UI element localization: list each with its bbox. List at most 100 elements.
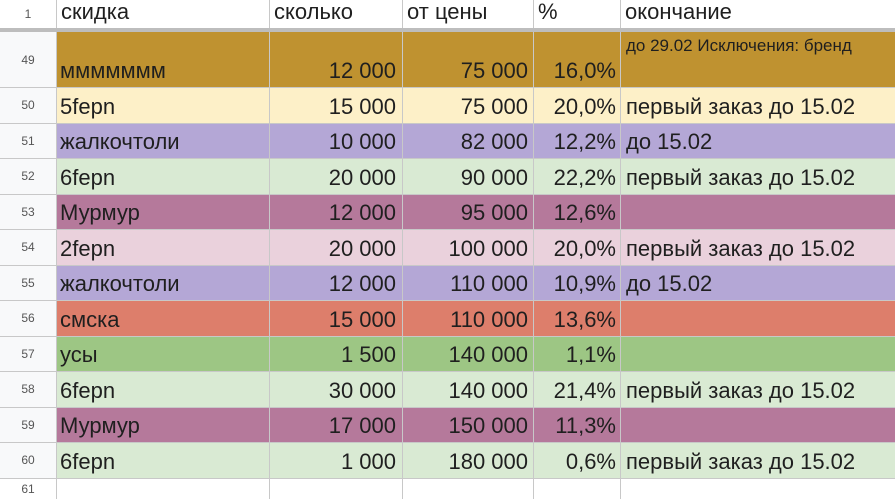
cell-name[interactable]: усы	[57, 336, 270, 371]
row-number[interactable]: 51	[0, 123, 57, 158]
cell-name[interactable]: 5fepn	[57, 88, 270, 123]
table-row: 51 жалкочтоли 10 000 82 000 12,2% до 15.02	[0, 123, 895, 159]
header-row: 1 скидка сколько от цены % окончание	[0, 0, 895, 32]
cell-qty[interactable]: 20 000	[270, 230, 403, 265]
cell-pct[interactable]: 11,3%	[534, 407, 621, 442]
cell-price[interactable]: 100 000	[403, 230, 534, 265]
cell-qty[interactable]: 15 000	[270, 88, 403, 123]
cell-end[interactable]	[621, 336, 895, 371]
row-number[interactable]: 59	[0, 407, 57, 442]
cell-price[interactable]: 90 000	[403, 159, 534, 194]
cell-name[interactable]: 6fepn	[57, 159, 270, 194]
cell-price[interactable]: 140 000	[403, 372, 534, 407]
data-rows: 49 ммммммм 12 000 75 000 16,0% до 29.02 Исклю…	[0, 32, 895, 479]
cell-pct[interactable]: 21,4%	[534, 372, 621, 407]
cell-end[interactable]: до 15.02	[621, 265, 895, 300]
table-row: 59 Мурмур 17 000 150 000 11,3%	[0, 407, 895, 443]
cell-pct[interactable]: 16,0%	[534, 32, 621, 87]
cell-price[interactable]: 150 000	[403, 407, 534, 442]
row-number[interactable]: 58	[0, 372, 57, 407]
table-row: 58 6fepn 30 000 140 000 21,4% первый заказ до…	[0, 372, 895, 408]
cell-qty[interactable]: 1 000	[270, 443, 403, 478]
row-number[interactable]: 57	[0, 336, 57, 371]
cell-price[interactable]: 75 000	[403, 88, 534, 123]
cell-pct[interactable]: 20,0%	[534, 88, 621, 123]
cell-qty[interactable]: 30 000	[270, 372, 403, 407]
cell-name[interactable]: жалкочтоли	[57, 265, 270, 300]
header-cell-pct[interactable]: %	[534, 0, 621, 28]
table-row: 52 6fepn 20 000 90 000 22,2% первый заказ до …	[0, 159, 895, 195]
row-number[interactable]: 55	[0, 265, 57, 300]
row-number[interactable]: 54	[0, 230, 57, 265]
row-number[interactable]: 53	[0, 194, 57, 229]
row-number-header[interactable]: 1	[0, 0, 57, 28]
cell-end[interactable]	[621, 301, 895, 336]
cell-end[interactable]: до 29.02 Исключения: бренд	[621, 32, 895, 87]
cell-pct[interactable]: 12,6%	[534, 194, 621, 229]
cell-price[interactable]: 82 000	[403, 123, 534, 158]
empty-cell[interactable]	[57, 478, 270, 499]
cell-price[interactable]: 180 000	[403, 443, 534, 478]
row-number-tail[interactable]: 61	[0, 478, 57, 499]
cell-price[interactable]: 75 000	[403, 32, 534, 87]
table-row: 54 2fepn 20 000 100 000 20,0% первый заказ до…	[0, 230, 895, 266]
cell-qty[interactable]: 12 000	[270, 265, 403, 300]
row-number[interactable]: 52	[0, 159, 57, 194]
cell-name[interactable]: Мурмур	[57, 194, 270, 229]
header-cell-price[interactable]: от цены	[403, 0, 534, 28]
cell-pct[interactable]: 10,9%	[534, 265, 621, 300]
cell-price[interactable]: 110 000	[403, 301, 534, 336]
cell-qty[interactable]: 15 000	[270, 301, 403, 336]
cell-end[interactable]: до 15.02	[621, 123, 895, 158]
header-cell-qty[interactable]: сколько	[270, 0, 403, 28]
row-number[interactable]: 56	[0, 301, 57, 336]
cell-name[interactable]: жалкочтоли	[57, 123, 270, 158]
empty-cell[interactable]	[621, 478, 895, 499]
cell-end[interactable]: первый заказ до 15.02	[621, 230, 895, 265]
row-number[interactable]: 50	[0, 88, 57, 123]
header-cell-end[interactable]: окончание	[621, 0, 895, 28]
header-cell-name[interactable]: скидка	[57, 0, 270, 28]
cell-pct[interactable]: 0,6%	[534, 443, 621, 478]
empty-cell[interactable]	[534, 478, 621, 499]
cell-name[interactable]: Мурмур	[57, 407, 270, 442]
table-row: 56 смска 15 000 110 000 13,6%	[0, 301, 895, 337]
empty-cell[interactable]	[403, 478, 534, 499]
cell-pct[interactable]: 1,1%	[534, 336, 621, 371]
cell-qty[interactable]: 12 000	[270, 32, 403, 87]
table-row: 49 ммммммм 12 000 75 000 16,0% до 29.02 Исклю…	[0, 32, 895, 88]
cell-end[interactable]	[621, 194, 895, 229]
cell-name[interactable]: 6fepn	[57, 443, 270, 478]
cell-end[interactable]	[621, 407, 895, 442]
cell-qty[interactable]: 17 000	[270, 407, 403, 442]
cell-qty[interactable]: 10 000	[270, 123, 403, 158]
table-row: 55 жалкочтоли 12 000 110 000 10,9% до 15.02	[0, 265, 895, 301]
cell-end[interactable]: первый заказ до 15.02	[621, 88, 895, 123]
cell-pct[interactable]: 13,6%	[534, 301, 621, 336]
cell-qty[interactable]: 1 500	[270, 336, 403, 371]
table-row: 50 5fepn 15 000 75 000 20,0% первый заказ до …	[0, 88, 895, 124]
cell-price[interactable]: 95 000	[403, 194, 534, 229]
cell-pct[interactable]: 12,2%	[534, 123, 621, 158]
cell-name[interactable]: 2fepn	[57, 230, 270, 265]
cell-end[interactable]: первый заказ до 15.02	[621, 443, 895, 478]
cell-end[interactable]: первый заказ до 15.02	[621, 159, 895, 194]
cell-price[interactable]: 110 000	[403, 265, 534, 300]
cell-pct[interactable]: 20,0%	[534, 230, 621, 265]
cell-name[interactable]: 6fepn	[57, 372, 270, 407]
row-number[interactable]: 60	[0, 443, 57, 478]
cell-name[interactable]: ммммммм	[57, 32, 270, 87]
cell-name[interactable]: смска	[57, 301, 270, 336]
cell-pct[interactable]: 22,2%	[534, 159, 621, 194]
table-row: 60 6fepn 1 000 180 000 0,6% первый заказ до 1…	[0, 443, 895, 479]
table-row: 53 Мурмур 12 000 95 000 12,6%	[0, 194, 895, 230]
cell-end[interactable]: первый заказ до 15.02	[621, 372, 895, 407]
empty-cell[interactable]	[270, 478, 403, 499]
cell-qty[interactable]: 20 000	[270, 159, 403, 194]
cell-price[interactable]: 140 000	[403, 336, 534, 371]
cell-qty[interactable]: 12 000	[270, 194, 403, 229]
tail-row: 61	[0, 478, 895, 499]
table-row: 57 усы 1 500 140 000 1,1%	[0, 336, 895, 372]
row-number[interactable]: 49	[0, 32, 57, 87]
